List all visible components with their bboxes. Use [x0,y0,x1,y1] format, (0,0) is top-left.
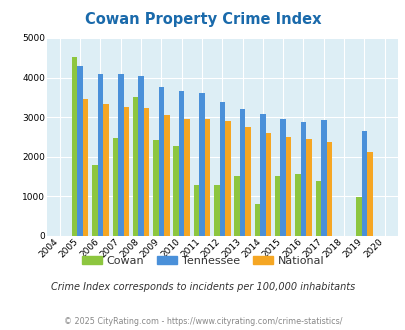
Bar [294,174,300,236]
Bar [143,109,149,236]
Bar [112,138,118,236]
Bar [366,151,372,236]
Bar [118,74,123,236]
Bar [320,119,326,236]
Bar [305,139,311,236]
Bar [355,197,361,236]
Text: Crime Index corresponds to incidents per 100,000 inhabitants: Crime Index corresponds to incidents per… [51,282,354,292]
Bar [77,66,83,236]
Bar [265,133,271,236]
Legend: Cowan, Tennessee, National: Cowan, Tennessee, National [77,251,328,270]
Bar [219,102,224,236]
Bar [199,93,204,236]
Bar [132,97,138,236]
Bar [72,56,77,236]
Bar [224,121,230,236]
Bar [260,114,265,236]
Bar [234,176,239,236]
Bar [193,185,199,236]
Bar [103,104,109,236]
Bar [98,74,103,236]
Bar [184,119,190,236]
Bar [173,146,179,236]
Bar [239,109,245,236]
Bar [280,119,285,236]
Text: Cowan Property Crime Index: Cowan Property Crime Index [85,12,320,26]
Bar [83,99,88,236]
Bar [213,185,219,236]
Bar [164,115,169,236]
Bar [92,165,98,236]
Bar [245,127,250,236]
Bar [179,91,184,236]
Bar [315,181,320,236]
Bar [274,176,280,236]
Bar [361,131,366,236]
Bar [254,204,260,236]
Bar [138,76,143,236]
Bar [300,121,305,236]
Bar [158,87,164,236]
Bar [326,142,331,236]
Bar [204,119,210,236]
Bar [285,137,291,236]
Bar [123,107,129,236]
Bar [153,140,158,236]
Text: © 2025 CityRating.com - https://www.cityrating.com/crime-statistics/: © 2025 CityRating.com - https://www.city… [64,317,341,326]
